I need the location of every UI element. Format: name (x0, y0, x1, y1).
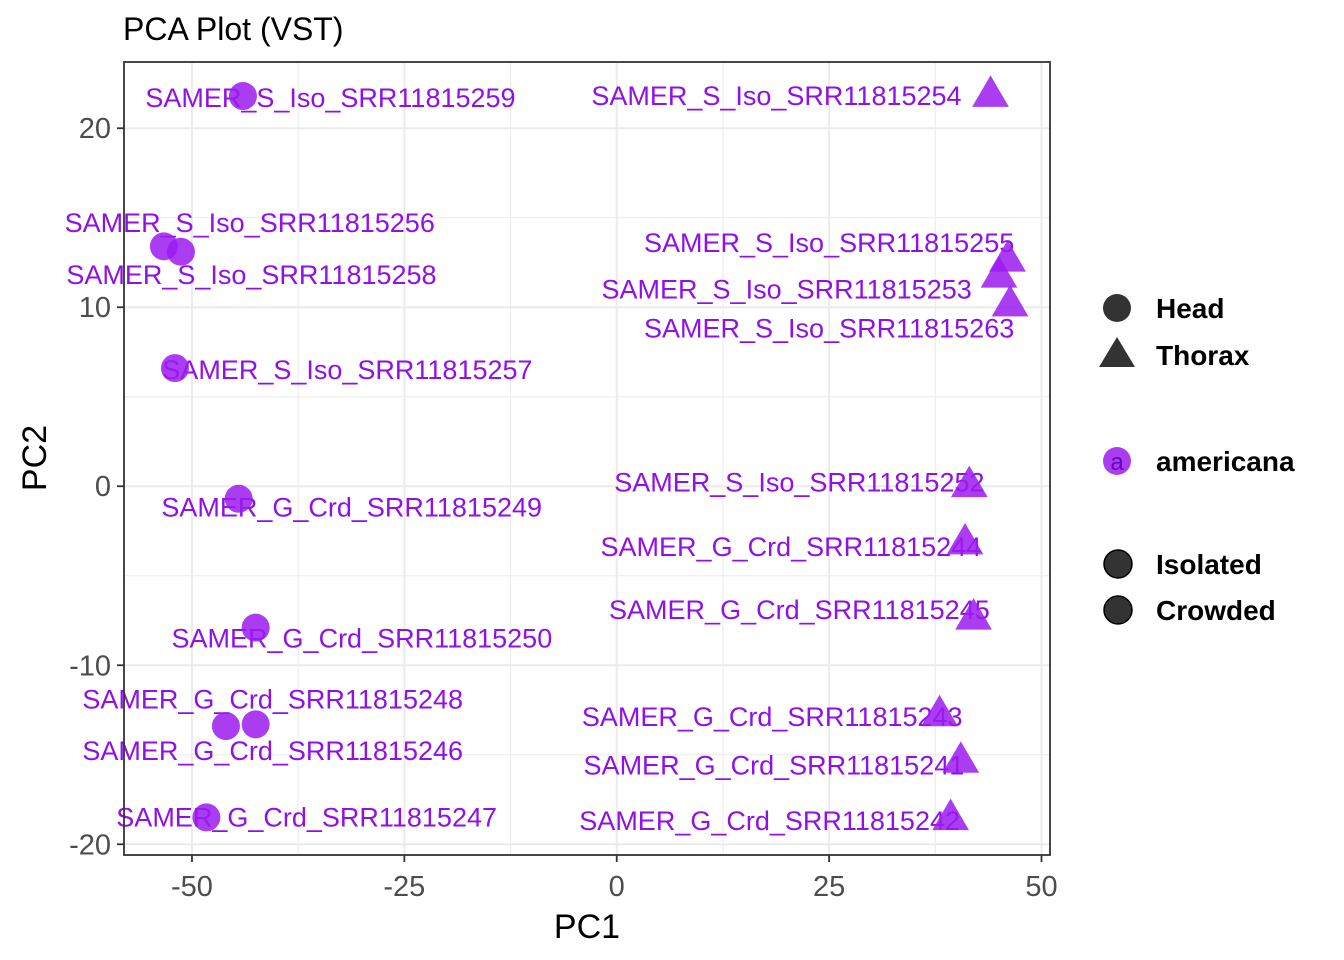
legend-key-isolated (1103, 549, 1133, 579)
point-label: SAMER_G_Crd_SRR11815247 (116, 802, 497, 832)
point-label: SAMER_S_Iso_SRR11815256 (65, 208, 435, 238)
point-label: SAMER_G_Crd_SRR11815246 (82, 736, 463, 766)
legend-key-americana (1103, 447, 1131, 475)
legend-key-circle (1103, 294, 1131, 322)
data-point-thorax (932, 798, 969, 831)
point-label: SAMER_S_Iso_SRR11815253 (602, 274, 972, 304)
data-point-thorax (972, 75, 1009, 107)
x-tick-label: 0 (609, 871, 625, 903)
point-label: SAMER_S_Iso_SRR11815252 (614, 468, 984, 498)
chart-title: PCA Plot (VST) (123, 11, 344, 47)
data-point-head (228, 82, 257, 111)
y-tick-label: -20 (69, 829, 111, 861)
legend-key-letter: a (1110, 449, 1124, 476)
x-tick-label: -25 (383, 871, 425, 903)
minor-gridlines (124, 62, 1050, 855)
point-label: SAMER_S_Iso_SRR11815257 (162, 355, 532, 385)
x-tick-label: 25 (813, 871, 845, 903)
data-point-thorax (980, 256, 1018, 288)
y-axis-title: PC2 (16, 425, 54, 491)
x-axis-title: PC1 (554, 908, 620, 946)
point-label: SAMER_S_Iso_SRR11815254 (591, 81, 961, 111)
data-point-head (241, 710, 270, 739)
point-label: SAMER_G_Crd_SRR11815245 (609, 595, 990, 625)
x-axis-ticks: -50 -25 0 25 50 (171, 855, 1058, 903)
data-point-head (166, 237, 195, 266)
data-point-thorax (942, 741, 980, 773)
major-gridlines (124, 62, 1050, 855)
point-label: SAMER_G_Crd_SRR11815243 (582, 702, 963, 732)
point-label: SAMER_G_Crd_SRR11815248 (82, 684, 463, 714)
legend-label-americana: americana (1156, 446, 1295, 477)
data-point-head (160, 354, 189, 383)
legend-label-thorax: Thorax (1156, 340, 1250, 371)
point-label: SAMER_G_Crd_SRR11815250 (172, 623, 553, 653)
plot-panel (124, 62, 1050, 855)
point-label: SAMER_S_Iso_SRR11815255 (644, 228, 1014, 258)
y-tick-label: -10 (69, 650, 111, 682)
legend-label-crowded: Crowded (1156, 595, 1276, 626)
legend-label-isolated: Isolated (1156, 549, 1262, 580)
x-tick-label: -50 (171, 871, 213, 903)
point-label: SAMER_S_Iso_SRR11815259 (145, 83, 515, 113)
point-label: SAMER_G_Crd_SRR11815249 (161, 493, 542, 523)
y-tick-label: 10 (79, 292, 111, 324)
y-tick-label: 20 (79, 113, 111, 145)
data-point-head (211, 712, 240, 741)
data-point-thorax (921, 694, 958, 727)
legend-key-triangle (1099, 337, 1135, 367)
plot-panel-border (123, 61, 1051, 856)
data-points (149, 75, 1029, 832)
legend-key-crowded (1103, 595, 1133, 625)
point-label: SAMER_G_Crd_SRR11815241 (584, 750, 965, 780)
data-point-thorax (955, 598, 992, 630)
point-label: SAMER_S_Iso_SRR11815263 (644, 314, 1014, 344)
x-tick-label: 50 (1025, 871, 1057, 903)
data-point-thorax (950, 465, 988, 498)
data-point-head (192, 803, 221, 832)
data-point-head (241, 613, 270, 642)
point-label: SAMER_S_Iso_SRR11815258 (66, 260, 436, 290)
data-point-thorax (946, 522, 984, 555)
point-label: SAMER_G_Crd_SRR11815242 (579, 806, 960, 836)
y-axis-ticks: -20 -10 0 10 20 (69, 113, 124, 861)
point-labels: SAMER_S_Iso_SRR11815259 SAMER_S_Iso_SRR11… (65, 81, 1015, 836)
y-tick-label: 0 (95, 471, 111, 503)
data-point-thorax (991, 284, 1029, 317)
legend: Head Thorax a americana Isolated Crowded (1099, 293, 1295, 626)
legend-label-head: Head (1156, 293, 1224, 324)
point-label: SAMER_G_Crd_SRR11815244 (601, 532, 982, 562)
data-point-head (224, 484, 253, 513)
